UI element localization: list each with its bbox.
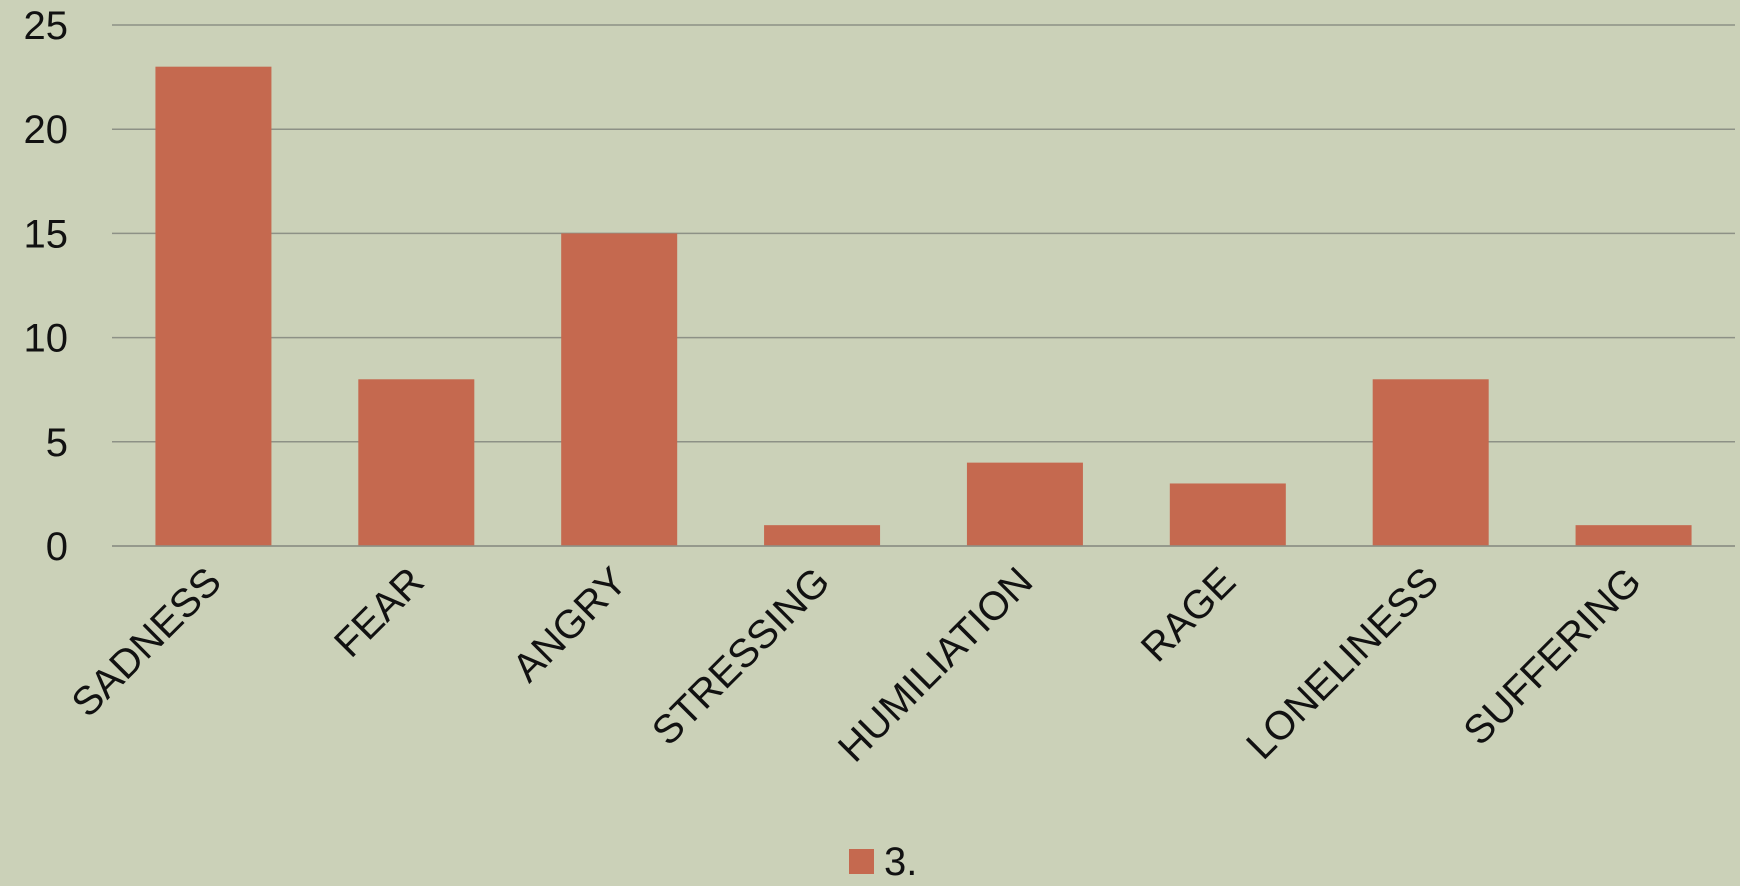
bar-stressing xyxy=(764,525,881,546)
x-category-label: SUFFERING xyxy=(1455,559,1650,754)
y-tick-label: 25 xyxy=(24,4,69,48)
y-tick-label: 20 xyxy=(24,108,69,152)
y-tick-label: 15 xyxy=(24,212,69,256)
y-tick-label: 5 xyxy=(46,421,68,465)
bar-angry xyxy=(561,233,678,546)
x-category-label: LONELINESS xyxy=(1238,559,1447,768)
bar-humiliation xyxy=(966,462,1083,546)
y-tick-label: 10 xyxy=(24,317,69,361)
y-axis-tick-labels: 0 5 10 15 20 25 xyxy=(24,4,69,569)
y-tick-label: 0 xyxy=(46,525,68,569)
x-category-label: STRESSING xyxy=(644,559,839,754)
x-category-label: FEAR xyxy=(326,559,433,666)
bar-suffering xyxy=(1575,525,1692,546)
legend-label: 3. xyxy=(884,840,917,884)
legend-swatch xyxy=(849,849,874,874)
legend: 3. xyxy=(849,840,917,884)
bar-sadness xyxy=(155,66,272,547)
bar-rage xyxy=(1169,483,1286,546)
bar-fear xyxy=(358,379,475,546)
gridlines xyxy=(112,24,1735,547)
bar-loneliness xyxy=(1372,379,1489,546)
bars xyxy=(112,66,1735,547)
x-category-label: RAGE xyxy=(1133,559,1244,670)
x-category-label: SADNESS xyxy=(64,559,230,725)
x-category-label: HUMILIATION xyxy=(830,559,1041,770)
x-category-label: ANGRY xyxy=(504,559,635,690)
